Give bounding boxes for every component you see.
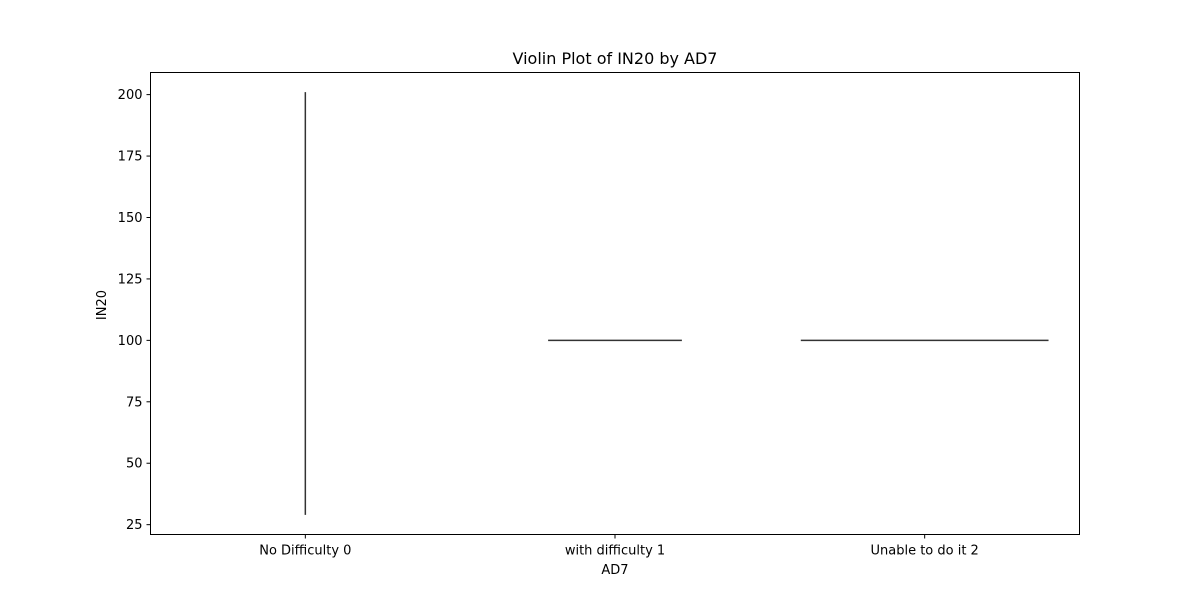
x-axis-label: AD7 <box>601 563 628 578</box>
plot-area-frame <box>150 72 1080 535</box>
y-tick-label: 25 <box>126 518 143 533</box>
y-tick-label: 175 <box>118 150 143 165</box>
violin-marks <box>304 92 1049 515</box>
y-axis-label: IN20 <box>95 290 110 320</box>
y-tick-label: 150 <box>118 211 143 226</box>
y-tick-label: 200 <box>118 88 143 103</box>
y-axis: 25 50 75 100 125 150 175 200 <box>118 88 151 533</box>
y-tick-label: 50 <box>126 457 143 472</box>
x-tick-label: with difficulty 1 <box>565 544 665 559</box>
x-tick-label: No Difficulty 0 <box>259 544 351 559</box>
y-tick-label: 75 <box>126 395 143 410</box>
y-tick-label: 100 <box>118 334 143 349</box>
y-tick-label: 125 <box>118 272 143 287</box>
chart-title: Violin Plot of IN20 by AD7 <box>513 49 718 68</box>
x-axis: No Difficulty 0 with difficulty 1 Unable t… <box>259 534 979 559</box>
x-tick-label: Unable to do it 2 <box>870 544 978 559</box>
